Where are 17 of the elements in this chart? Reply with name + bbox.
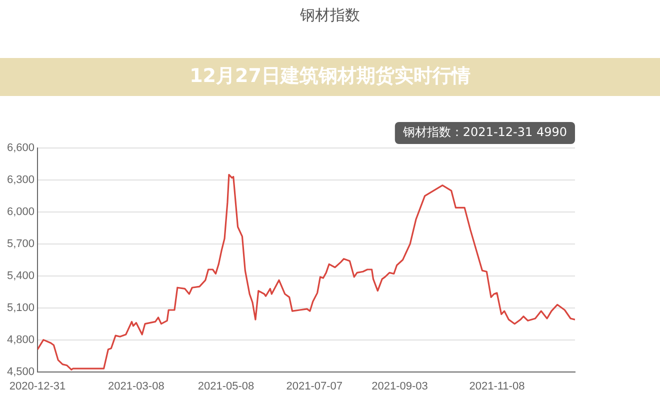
y-tick-label: 4,800 [6, 334, 35, 346]
x-tick-label: 2021-09-03 [372, 380, 428, 392]
y-tick-label: 6,600 [6, 142, 35, 154]
x-tick-label: 2021-07-07 [286, 380, 343, 392]
x-tick-label: 2020-12-31 [9, 380, 66, 392]
y-tick-label: 6,300 [6, 174, 35, 186]
text: 钢材指数：2021-12-31 4990 [402, 125, 567, 140]
x-tick-label: 2021-05-08 [198, 380, 254, 392]
y-tick-label: 5,400 [6, 270, 35, 282]
x-tick-label: 2021-03-08 [108, 380, 164, 392]
y-tick-label: 4,500 [6, 366, 35, 378]
y-tick-label: 5,100 [6, 302, 35, 314]
x-tick-label: 2021-11-08 [469, 380, 525, 392]
y-tick-label: 6,000 [6, 206, 35, 218]
chart-title: 钢材指数 [299, 6, 361, 25]
y-tick-label: 5,700 [6, 238, 35, 250]
text: 12月27日建筑钢材期货实时行情 [190, 64, 470, 87]
